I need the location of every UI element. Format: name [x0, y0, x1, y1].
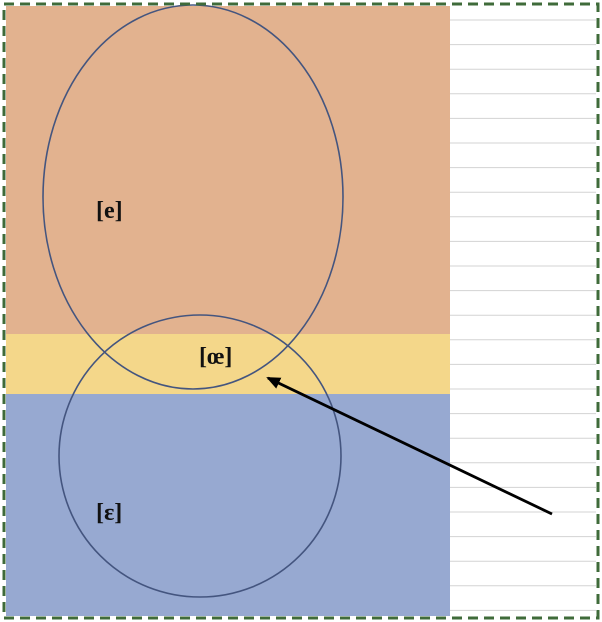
label-epsilon: [ɛ] — [96, 500, 122, 526]
right-panel — [450, 6, 596, 616]
label-e: [e] — [96, 198, 123, 224]
arrow-pointer — [266, 376, 553, 516]
bottom-band — [6, 394, 450, 616]
bottom-circle — [58, 314, 342, 598]
top-band — [6, 6, 450, 334]
top-ellipse — [42, 4, 344, 390]
right-panel-gridlines — [450, 19, 596, 611]
label-oe: [œ] — [199, 344, 232, 370]
